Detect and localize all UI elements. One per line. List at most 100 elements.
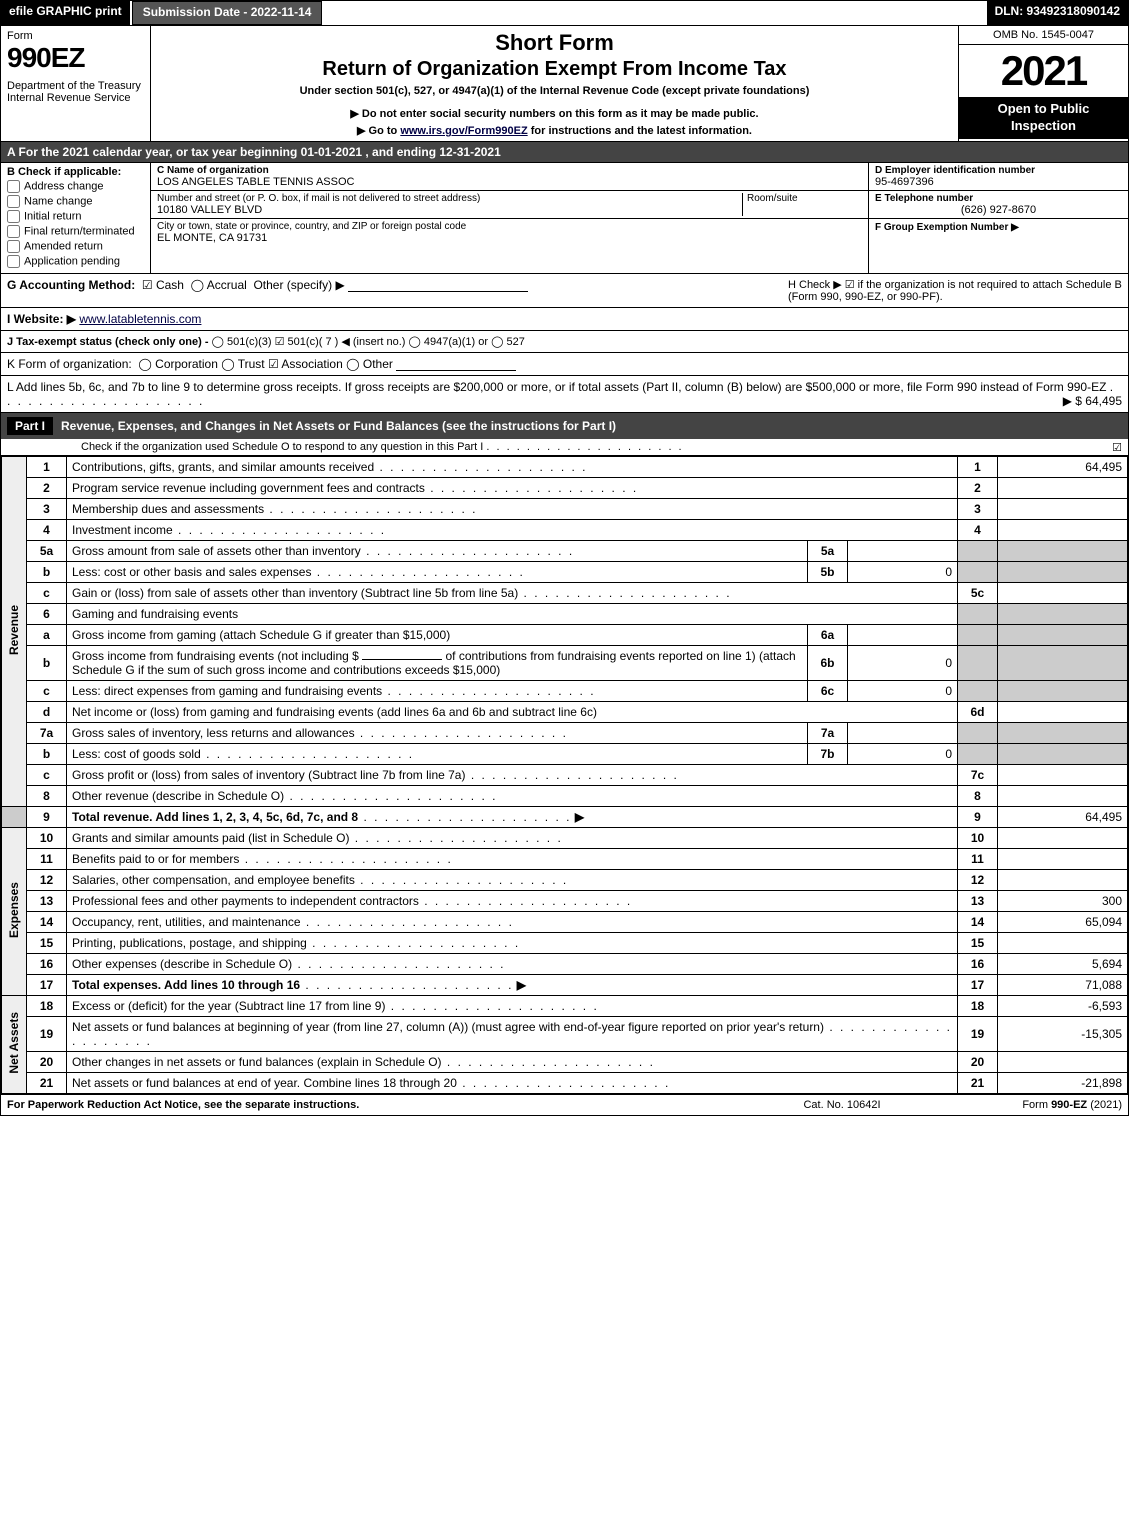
line-6d: d Net income or (loss) from gaming and f…: [2, 702, 1128, 723]
line-6a: a Gross income from gaming (attach Sched…: [2, 625, 1128, 646]
cb-amended-return[interactable]: Amended return: [7, 240, 144, 253]
dln: DLN: 93492318090142: [987, 1, 1128, 25]
b-label: B Check if applicable:: [7, 166, 144, 178]
line-21: 21 Net assets or fund balances at end of…: [2, 1073, 1128, 1094]
return-title: Return of Organization Exempt From Incom…: [159, 58, 950, 81]
section-g: G Accounting Method: ☑ Cash ◯ Accrual Ot…: [7, 278, 782, 303]
tax-year: 2021: [959, 45, 1128, 97]
catalog-number: Cat. No. 10642I: [742, 1099, 942, 1111]
section-c: C Name of organization LOS ANGELES TABLE…: [151, 163, 868, 273]
row-k: K Form of organization: ◯ Corporation ◯ …: [1, 352, 1128, 375]
line-20: 20 Other changes in net assets or fund b…: [2, 1052, 1128, 1073]
section-f: F Group Exemption Number ▶: [869, 219, 1128, 235]
line-6: 6 Gaming and fundraising events: [2, 604, 1128, 625]
row-i: I Website: ▶ www.latabletennis.com: [1, 307, 1128, 330]
line-17: 17 Total expenses. Add lines 10 through …: [2, 975, 1128, 996]
line-14: 14 Occupancy, rent, utilities, and maint…: [2, 912, 1128, 933]
header-right: OMB No. 1545-0047 2021 Open to Public In…: [958, 26, 1128, 141]
f-label: F Group Exemption Number ▶: [875, 222, 1019, 233]
cb-initial-return[interactable]: Initial return: [7, 210, 144, 223]
form-number: 990EZ: [7, 42, 144, 74]
line-19: 19 Net assets or fund balances at beginn…: [2, 1017, 1128, 1052]
top-bar: efile GRAPHIC print Submission Date - 20…: [1, 1, 1128, 25]
under-section: Under section 501(c), 527, or 4947(a)(1)…: [159, 85, 950, 97]
j-label: J Tax-exempt status (check only one) -: [7, 336, 209, 348]
topbar-spacer: [322, 1, 986, 25]
line-10: Expenses 10 Grants and similar amounts p…: [2, 828, 1128, 849]
row-g-h: G Accounting Method: ☑ Cash ◯ Accrual Ot…: [1, 273, 1128, 307]
c-label: C Name of organization: [157, 165, 862, 176]
lines-table: Revenue 1 Contributions, gifts, grants, …: [1, 456, 1128, 1094]
line-1: Revenue 1 Contributions, gifts, grants, …: [2, 457, 1128, 478]
goto-pre: ▶ Go to: [357, 125, 400, 137]
org-name-block: C Name of organization LOS ANGELES TABLE…: [151, 163, 868, 191]
irs-link[interactable]: www.irs.gov/Form990EZ: [400, 125, 527, 137]
line-6b: b Gross income from fundraising events (…: [2, 646, 1128, 681]
line-7b: b Less: cost of goods sold 7b 0: [2, 744, 1128, 765]
line-1-amt: 64,495: [998, 457, 1128, 478]
line-5c: c Gain or (loss) from sale of assets oth…: [2, 583, 1128, 604]
department: Department of the Treasury Internal Reve…: [7, 80, 144, 104]
cb-final-return[interactable]: Final return/terminated: [7, 225, 144, 238]
line-5a: 5a Gross amount from sale of assets othe…: [2, 541, 1128, 562]
form-label: Form: [7, 30, 144, 42]
form-header: Form 990EZ Department of the Treasury In…: [1, 25, 1128, 141]
paperwork-notice: For Paperwork Reduction Act Notice, see …: [7, 1099, 742, 1111]
line-9: 9 Total revenue. Add lines 1, 2, 3, 4, 5…: [2, 807, 1128, 828]
cb-application-pending[interactable]: Application pending: [7, 255, 144, 268]
line-7a: 7a Gross sales of inventory, less return…: [2, 723, 1128, 744]
form-container: efile GRAPHIC print Submission Date - 20…: [0, 0, 1129, 1116]
netassets-vert-label: Net Assets: [2, 996, 27, 1094]
line-5b: b Less: cost or other basis and sales ex…: [2, 562, 1128, 583]
section-h: H Check ▶ ☑ if the organization is not r…: [782, 278, 1122, 303]
row-j: J Tax-exempt status (check only one) - ◯…: [1, 330, 1128, 352]
section-d: D Employer identification number 95-4697…: [869, 163, 1128, 191]
short-form-title: Short Form: [159, 30, 950, 56]
do-not-enter: ▶ Do not enter social security numbers o…: [159, 107, 950, 120]
street-block: Number and street (or P. O. box, if mail…: [151, 191, 868, 219]
e-label: E Telephone number: [875, 193, 1122, 204]
part-i-header: Part I Revenue, Expenses, and Changes in…: [1, 412, 1128, 439]
line-6c: c Less: direct expenses from gaming and …: [2, 681, 1128, 702]
part-i-schedule-o: Check if the organization used Schedule …: [1, 439, 1128, 456]
section-e: E Telephone number (626) 927-8670: [869, 191, 1128, 219]
public-inspection: Open to Public Inspection: [959, 97, 1128, 139]
k-label: K Form of organization:: [7, 357, 132, 371]
part-i-check-text: Check if the organization used Schedule …: [81, 441, 483, 453]
k-options: ◯ Corporation ◯ Trust ☑ Association ◯ Ot…: [138, 357, 392, 371]
g-other-input[interactable]: [348, 278, 528, 292]
section-d-e-f: D Employer identification number 95-4697…: [868, 163, 1128, 273]
form-version: Form 990-EZ (2021): [942, 1099, 1122, 1111]
line-12: 12 Salaries, other compensation, and emp…: [2, 870, 1128, 891]
city-block: City or town, state or province, country…: [151, 219, 868, 246]
g-other: Other (specify) ▶: [253, 278, 344, 292]
page-footer: For Paperwork Reduction Act Notice, see …: [1, 1094, 1128, 1115]
i-label: I Website: ▶: [7, 312, 76, 326]
website-link[interactable]: www.latabletennis.com: [79, 312, 201, 326]
g-accrual: Accrual: [207, 278, 247, 292]
line-13: 13 Professional fees and other payments …: [2, 891, 1128, 912]
section-b-to-f: B Check if applicable: Address change Na…: [1, 162, 1128, 273]
city-value: EL MONTE, CA 91731: [157, 232, 862, 244]
section-b: B Check if applicable: Address change Na…: [1, 163, 151, 273]
submission-date: Submission Date - 2022-11-14: [132, 1, 323, 25]
line-16: 16 Other expenses (describe in Schedule …: [2, 954, 1128, 975]
header-left: Form 990EZ Department of the Treasury In…: [1, 26, 151, 141]
line-3: 3 Membership dues and assessments 3: [2, 499, 1128, 520]
cb-address-change[interactable]: Address change: [7, 180, 144, 193]
efile-print-label[interactable]: efile GRAPHIC print: [1, 1, 132, 25]
line-9-amt: 64,495: [998, 807, 1128, 828]
goto-instructions: ▶ Go to www.irs.gov/Form990EZ for instru…: [159, 124, 950, 137]
room-suite: Room/suite: [742, 193, 862, 216]
l-amount: ▶ $ 64,495: [1063, 394, 1122, 408]
omb-number: OMB No. 1545-0047: [959, 26, 1128, 45]
revenue-vert-label: Revenue: [2, 457, 27, 807]
k-other-input[interactable]: [396, 357, 516, 371]
cb-name-change[interactable]: Name change: [7, 195, 144, 208]
city-label: City or town, state or province, country…: [157, 221, 862, 232]
line-7c: c Gross profit or (loss) from sales of i…: [2, 765, 1128, 786]
g-label: G Accounting Method:: [7, 278, 135, 292]
line-11: 11 Benefits paid to or for members 11: [2, 849, 1128, 870]
part-i-dots: [486, 441, 683, 453]
part-i-tag: Part I: [7, 417, 53, 435]
